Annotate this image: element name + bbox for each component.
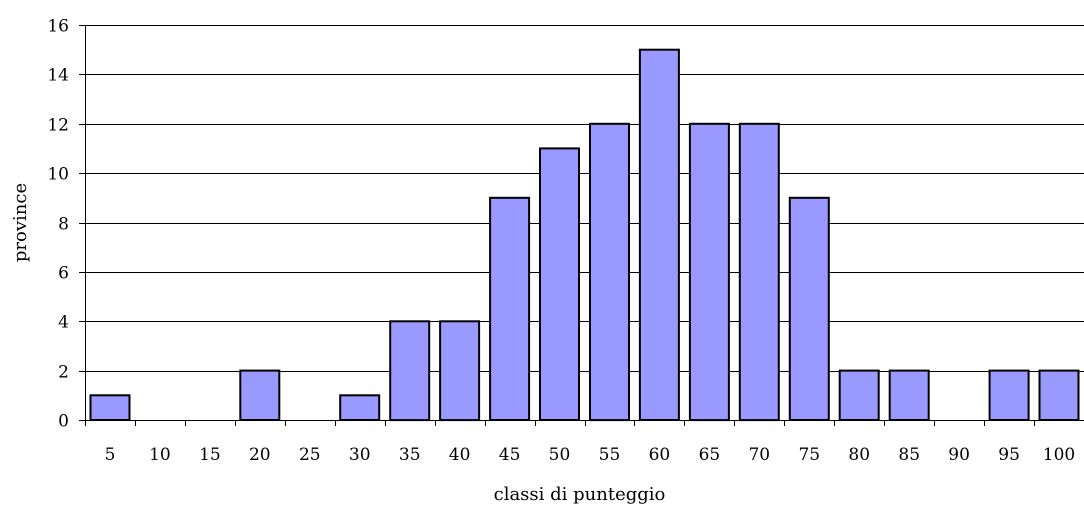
gridlines	[85, 25, 1084, 372]
axes	[79, 25, 1084, 426]
y-tick-label: 2	[58, 363, 69, 383]
x-tick-label: 75	[798, 445, 820, 465]
y-tick-label: 10	[47, 165, 69, 185]
bar-20	[239, 369, 281, 422]
bar-50	[539, 147, 580, 421]
y-axis-title: province	[10, 183, 31, 262]
bar-85	[888, 369, 930, 422]
x-axis-title: classi di punteggio	[494, 484, 666, 505]
y-tick-label: 14	[47, 66, 69, 86]
x-tick-label: 70	[748, 445, 770, 465]
x-tick-label: 45	[499, 445, 521, 465]
x-tick-label: 40	[449, 445, 471, 465]
bar-65	[688, 122, 730, 422]
y-tick-label: 4	[58, 313, 69, 333]
x-tick-labels: 5 10 15 20 25 30 35 40 45 50 55 60 65 70 75 80 85 90 95 100	[105, 445, 1076, 465]
bar-70	[738, 122, 780, 422]
x-tick-label: 60	[649, 445, 671, 465]
x-tick-label: 20	[249, 445, 271, 465]
x-tick-label: 50	[549, 445, 571, 465]
bar-55	[589, 122, 630, 422]
bar-75	[788, 196, 830, 421]
y-tick-label: 6	[58, 264, 69, 284]
bar-5	[89, 394, 131, 421]
y-tick-label: 8	[58, 215, 69, 235]
x-tick-label: 30	[349, 445, 371, 465]
bar-35	[389, 320, 431, 422]
x-tick-label: 35	[399, 445, 421, 465]
bar-60	[638, 48, 680, 421]
bar-45	[489, 196, 531, 421]
x-tick-label: 10	[149, 445, 171, 465]
y-tick-label: 0	[58, 412, 69, 432]
bar-100	[1038, 369, 1080, 422]
bar-40	[439, 320, 481, 422]
x-tick-label: 95	[998, 445, 1020, 465]
x-tick-label: 100	[1043, 445, 1075, 465]
x-tick-label: 85	[898, 445, 920, 465]
bar-30	[339, 394, 381, 421]
x-tick-label: 80	[848, 445, 870, 465]
bars	[89, 48, 1080, 422]
y-tick-labels: 0 2 4 6 8 10 12 14 16	[47, 17, 69, 432]
x-tick-label: 15	[199, 445, 221, 465]
y-tick-label: 16	[47, 17, 69, 37]
x-tick-label: 5	[105, 445, 116, 465]
bar-95	[988, 369, 1030, 422]
x-tick-label: 55	[599, 445, 621, 465]
bar-80	[838, 369, 880, 422]
x-tick-label: 25	[299, 445, 321, 465]
x-tick-label: 65	[699, 445, 721, 465]
x-tick-label: 90	[948, 445, 970, 465]
y-tick-label: 12	[47, 116, 69, 136]
